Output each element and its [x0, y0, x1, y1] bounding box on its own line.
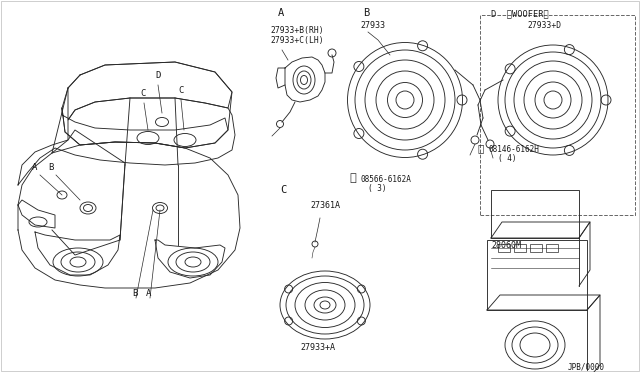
- Bar: [514, 244, 526, 252]
- Text: Ⓢ: Ⓢ: [478, 143, 484, 153]
- Text: 27933+D: 27933+D: [527, 21, 561, 30]
- Bar: [487, 240, 587, 310]
- Bar: [480, 15, 635, 215]
- Text: D: D: [155, 71, 161, 80]
- Text: A: A: [32, 163, 37, 172]
- Text: 27361A: 27361A: [310, 201, 340, 210]
- Bar: [491, 190, 579, 238]
- Text: 08566-6162A: 08566-6162A: [361, 175, 412, 184]
- Text: C: C: [140, 89, 145, 98]
- Text: A: A: [278, 8, 284, 18]
- Text: B: B: [48, 163, 53, 172]
- Bar: [530, 244, 542, 252]
- Text: D  〈WOOFER〉: D 〈WOOFER〉: [491, 9, 548, 18]
- Text: 27933: 27933: [360, 21, 385, 30]
- Text: A: A: [146, 289, 152, 298]
- Text: 27933+B(RH): 27933+B(RH): [270, 26, 324, 35]
- Text: 08146-6162H: 08146-6162H: [489, 145, 540, 154]
- Text: ( 3): ( 3): [368, 184, 387, 193]
- Text: JPB/0000: JPB/0000: [568, 363, 605, 372]
- Text: 28060M: 28060M: [491, 241, 521, 250]
- Text: 27933+A: 27933+A: [300, 343, 335, 352]
- Text: ( 4): ( 4): [498, 154, 516, 163]
- Text: B: B: [132, 289, 138, 298]
- Text: 27933+C(LH): 27933+C(LH): [270, 36, 324, 45]
- Text: C: C: [280, 185, 286, 195]
- Text: B: B: [363, 8, 369, 18]
- Text: Ⓢ: Ⓢ: [349, 173, 356, 183]
- Bar: [546, 244, 558, 252]
- Text: C: C: [178, 86, 184, 95]
- Bar: [498, 244, 510, 252]
